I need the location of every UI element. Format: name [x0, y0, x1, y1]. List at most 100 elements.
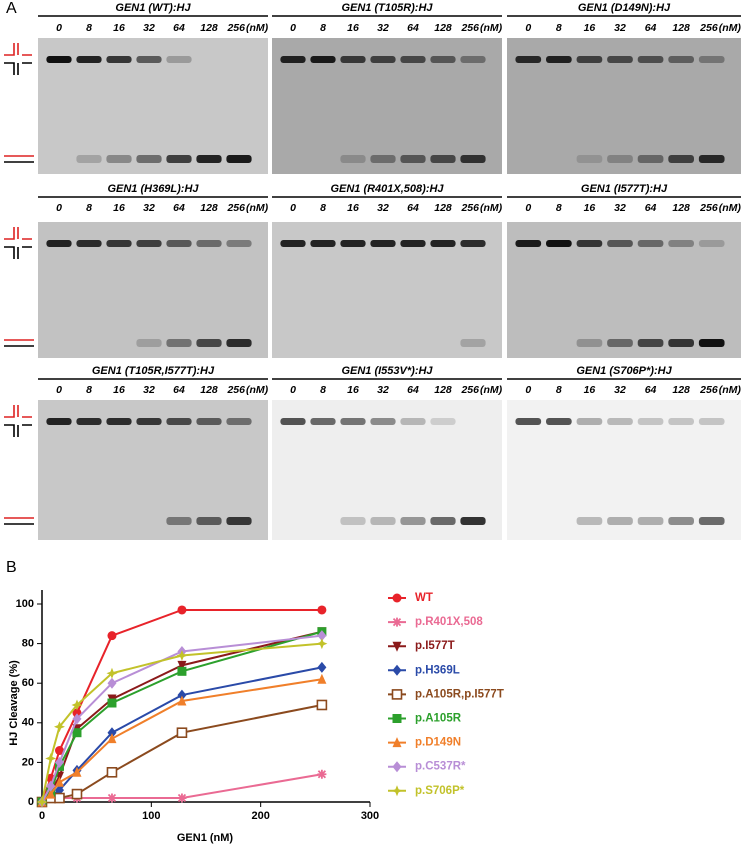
product-band — [106, 155, 132, 163]
legend-label: p.H369L — [415, 664, 460, 676]
substrate-band — [576, 240, 603, 247]
gel-title: GEN1 (H369L):HJ — [107, 183, 199, 195]
substrate-band — [698, 418, 725, 425]
marker — [36, 796, 48, 808]
product-band — [226, 517, 252, 525]
marker — [107, 631, 117, 641]
marker — [317, 661, 327, 673]
product-band — [460, 155, 486, 163]
substrate-band — [280, 56, 306, 63]
x-tick-label: 0 — [39, 810, 45, 822]
marker — [54, 776, 64, 787]
panel-label: B — [6, 559, 17, 576]
marker — [177, 695, 187, 706]
marker — [107, 677, 117, 689]
junction-icon — [4, 424, 32, 437]
y-tick-label: 0 — [28, 796, 34, 808]
product-band — [668, 339, 694, 347]
substrate-band — [196, 240, 222, 247]
product-band — [430, 517, 456, 525]
substrate-band — [515, 56, 542, 63]
lane-label: 16 — [113, 384, 125, 396]
lane-label: 32 — [614, 202, 626, 214]
lane-label: 8 — [86, 202, 92, 214]
gel-title: GEN1 (WT):HJ — [115, 2, 191, 14]
substrate-band — [637, 418, 664, 425]
product-band — [607, 517, 633, 525]
lane-label: 0 — [525, 202, 531, 214]
substrate-band — [166, 240, 192, 247]
substrate-band — [136, 240, 162, 247]
product-band — [226, 339, 252, 347]
product-band — [698, 155, 725, 163]
lane-label: 128 — [672, 22, 690, 34]
series-line — [41, 703, 323, 803]
y-tick-label: 80 — [22, 638, 34, 650]
product-band — [166, 517, 192, 525]
substrate-band — [46, 418, 72, 425]
marker — [45, 752, 57, 764]
substrate-band — [166, 418, 192, 425]
substrate-band — [607, 56, 633, 63]
substrate-band — [136, 56, 162, 63]
lane-label: 16 — [347, 202, 359, 214]
legend-marker — [392, 593, 402, 603]
marker — [72, 713, 82, 725]
lane-label: 32 — [377, 202, 389, 214]
substrate-band — [340, 418, 366, 425]
legend-label: p.I577T — [415, 640, 455, 652]
product-band — [668, 517, 694, 525]
product-band — [460, 339, 486, 347]
lane-label: 256 — [699, 202, 718, 214]
y-tick-label: 60 — [22, 677, 34, 689]
lane-label: 8 — [320, 22, 326, 34]
lane-label: 256 — [226, 202, 245, 214]
product-band — [340, 155, 366, 163]
substrate-band — [106, 240, 132, 247]
lane-label: 8 — [320, 202, 326, 214]
unit-label: (nM) — [719, 202, 742, 214]
product-band — [340, 517, 366, 525]
product-band — [196, 339, 222, 347]
marker — [72, 728, 82, 738]
legend-marker — [391, 785, 403, 797]
lane-label: 16 — [347, 22, 359, 34]
lane-label: 128 — [200, 202, 218, 214]
legend-label: p.R401X,508 — [415, 616, 483, 628]
marker — [317, 605, 327, 615]
gel-title: GEN1 (D149N):HJ — [578, 2, 671, 14]
product-band — [196, 517, 222, 525]
junction-icon — [4, 62, 32, 75]
lane-label: 64 — [173, 384, 185, 396]
product-band — [166, 339, 192, 347]
substrate-band — [546, 56, 572, 63]
product-band — [637, 517, 664, 525]
series-line — [41, 608, 322, 803]
lane-label: 8 — [556, 22, 562, 34]
lane-label: 16 — [584, 22, 596, 34]
product-band — [668, 155, 694, 163]
marker — [107, 727, 117, 739]
marker — [54, 756, 64, 768]
junction-icon — [4, 246, 32, 259]
unit-label: (nM) — [480, 22, 503, 34]
marker — [316, 638, 328, 650]
product-band — [576, 339, 603, 347]
lane-label: 0 — [56, 202, 62, 214]
substrate-band — [460, 240, 486, 247]
lane-label: 0 — [290, 384, 296, 396]
marker — [54, 746, 64, 756]
substrate-band — [668, 56, 694, 63]
substrate-band — [400, 418, 426, 425]
lane-label: 64 — [645, 384, 657, 396]
lane-label: 0 — [290, 202, 296, 214]
lane-label: 8 — [556, 202, 562, 214]
lane-label: 0 — [525, 384, 531, 396]
marker — [107, 733, 117, 744]
lane-label: 0 — [525, 22, 531, 34]
marker — [177, 689, 187, 701]
legend-marker — [391, 689, 403, 700]
product-band — [400, 155, 426, 163]
lane-label: 0 — [56, 22, 62, 34]
